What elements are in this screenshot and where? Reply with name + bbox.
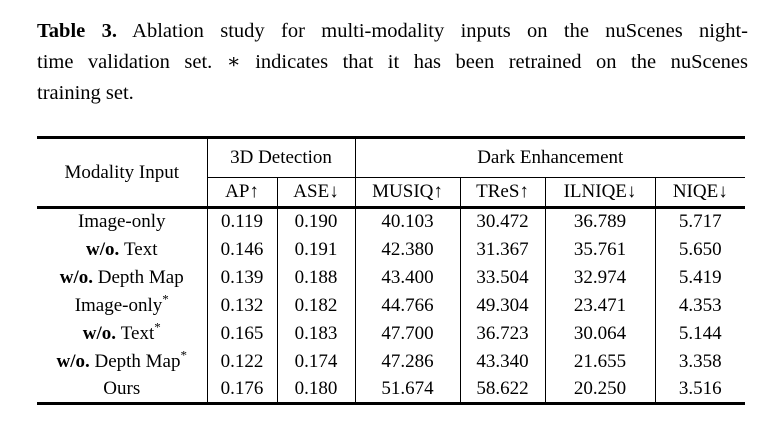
table-cell: 49.304 (460, 291, 546, 320)
row-label-asterisk: * (154, 319, 161, 335)
table-cell: 30.472 (460, 207, 546, 236)
table-cell: 33.504 (460, 263, 546, 292)
header-metric-niqe: NIQE↓ (655, 177, 746, 209)
table-cell: 32.974 (545, 263, 656, 292)
row-label-text: Depth Map (94, 350, 181, 372)
table-cell: 42.380 (355, 235, 461, 264)
table-cell: 0.190 (277, 207, 356, 236)
row-label: w/o. Depth Map* (37, 347, 208, 376)
table-cell: 0.139 (207, 263, 278, 292)
table-row: Image-only* 0.132 0.182 44.766 49.304 23… (37, 291, 745, 320)
table-cell: 5.717 (678, 211, 722, 233)
table-cell: 0.132 (207, 291, 278, 320)
table-cell: 44.766 (355, 291, 461, 320)
table-caption: Table 3. Ablation study for multi-modali… (37, 16, 748, 109)
row-label-text: Depth Map (97, 266, 184, 288)
header-metric-ase: ASE↓ (277, 177, 356, 209)
table-cell: 20.250 (545, 375, 656, 404)
table-cell: 0.174 (277, 347, 356, 376)
table-cell: 5.650 (678, 238, 722, 260)
row-label: Image-only (37, 207, 208, 236)
table-cell: 30.064 (545, 319, 656, 348)
table-cell: 3.516 (678, 377, 722, 399)
header-metric-row: AP↑ ASE↓ MUSIQ↑ TReS↑ ILNIQE↓ NIQE↓ (37, 177, 746, 209)
row-label-text: Image-only (74, 294, 163, 316)
header-group-dark-enhancement: Dark Enhancement (355, 137, 746, 178)
table-row: Image-only 0.119 0.190 40.103 30.472 36.… (37, 207, 745, 236)
table-row: w/o. Text 0.146 0.191 42.380 31.367 35.7… (37, 235, 745, 264)
table-cell: 23.471 (545, 291, 656, 320)
table-cell: 5.144 (678, 322, 722, 344)
table-row: w/o. Depth Map* 0.122 0.174 47.286 43.34… (37, 347, 745, 376)
table-row: Ours 0.176 0.180 51.674 58.622 20.250 3.… (37, 375, 745, 404)
table-cell: 0.165 (207, 319, 278, 348)
row-label-text: Text (124, 238, 158, 260)
caption-line-2: time validation set. ∗ indicates that it… (37, 51, 748, 73)
table-cell: 0.119 (207, 207, 278, 236)
table-row: w/o. Text* 0.165 0.183 47.700 36.723 30.… (37, 319, 745, 348)
header-group-3d-detection: 3D Detection (207, 137, 356, 178)
table-cell: 0.180 (277, 375, 356, 404)
header-metric-tres: TReS↑ (460, 177, 546, 209)
ablation-results-table: Modality Input 3D Detection Dark Enhance… (37, 136, 746, 405)
row-label-text: Image-only (77, 211, 166, 233)
row-label-asterisk: * (180, 347, 188, 363)
row-label: Image-only* (37, 291, 208, 320)
table-row: w/o. Depth Map 0.139 0.188 43.400 33.504… (37, 263, 745, 292)
header-metric-musiq: MUSIQ↑ (355, 177, 461, 209)
row-label-bold: w/o. (59, 266, 98, 288)
caption-table-label: Table 3. (37, 20, 117, 42)
row-label: Ours (37, 375, 208, 404)
ablation-table-wrapper: Modality Input 3D Detection Dark Enhance… (37, 136, 746, 405)
table-cell: 21.655 (545, 347, 656, 376)
table-cell: 0.182 (277, 291, 356, 320)
table-cell: 36.789 (545, 207, 656, 236)
header-group-row: Modality Input 3D Detection Dark Enhance… (37, 137, 746, 209)
table-cell: 35.761 (545, 235, 656, 264)
table-cell: 0.191 (277, 235, 356, 264)
header-metric-ap: AP↑ (207, 177, 278, 209)
table-cell: 3.358 (678, 350, 722, 372)
table-cell: 51.674 (355, 375, 461, 404)
header-metric-ilniqe: ILNIQE↓ (545, 177, 656, 209)
row-label: w/o. Text (37, 235, 208, 264)
header-modality-input: Modality Input (37, 137, 208, 209)
table-cell: 47.286 (355, 347, 461, 376)
row-label-bold: w/o. (86, 238, 124, 260)
table-cell: 0.188 (277, 263, 356, 292)
row-label: w/o. Depth Map (37, 263, 208, 292)
caption-line-1: Table 3. Ablation study for multi-modali… (37, 16, 748, 47)
row-label-text: Ours (103, 377, 141, 399)
row-label-text: Text (120, 322, 155, 344)
row-label: w/o. Text* (37, 319, 208, 348)
table-cell: 31.367 (460, 235, 546, 264)
table-cell: 0.183 (277, 319, 356, 348)
table-cell: 40.103 (355, 207, 461, 236)
table-cell: 0.122 (207, 347, 278, 376)
row-label-bold: w/o. (56, 350, 95, 372)
table-cell: 0.146 (207, 235, 278, 264)
table-cell: 4.353 (678, 294, 722, 316)
table-cell: 58.622 (460, 375, 546, 404)
table-cell: 0.176 (207, 375, 278, 404)
caption-line-1-text: Ablation study for multi-modality inputs… (116, 20, 748, 42)
table-cell: 43.400 (355, 263, 461, 292)
table-cell: 47.700 (355, 319, 461, 348)
row-label-bold: w/o. (82, 322, 121, 344)
row-label-asterisk: * (162, 291, 169, 307)
table-cell: 43.340 (460, 347, 546, 376)
caption-line-3: training set. (37, 82, 134, 104)
table-cell: 36.723 (460, 319, 546, 348)
table-cell: 5.419 (678, 266, 722, 288)
